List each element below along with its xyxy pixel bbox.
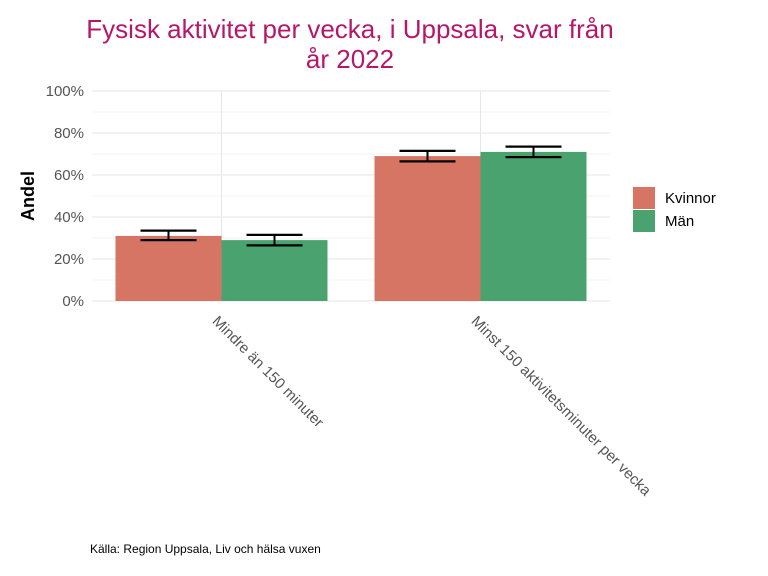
y-axis: 0% 20% 40% 60% 80% 100%	[46, 83, 84, 310]
y-tick-label: 100%	[46, 83, 84, 100]
bars	[115, 151, 587, 301]
chart-title-line-2: år 2022	[306, 44, 394, 74]
legend-label-kvinnor: Kvinnor	[665, 190, 716, 207]
legend-swatch-man	[633, 210, 655, 232]
y-tick-label: 0%	[62, 293, 84, 310]
y-tick-label: 20%	[54, 251, 84, 268]
y-tick-label: 80%	[54, 125, 84, 142]
y-tick-label: 60%	[54, 167, 84, 184]
y-axis-label: Andel	[18, 171, 38, 221]
x-axis: Mindre än 150 minuter Minst 150 aktivitet…	[209, 313, 655, 500]
x-tick-label: Minst 150 aktivitetsminuter per vecka	[468, 313, 655, 500]
legend-swatch-kvinnor	[633, 187, 655, 209]
legend: Kvinnor Män	[633, 187, 716, 232]
bar	[374, 156, 481, 301]
source-caption: Källa: Region Uppsala, Liv och hälsa vux…	[90, 542, 321, 556]
legend-label-man: Män	[665, 213, 694, 230]
chart-title-line-1: Fysisk aktivitet per vecka, i Uppsala, s…	[86, 14, 613, 44]
bar	[221, 240, 328, 301]
x-tick-label: Mindre än 150 minuter	[209, 313, 327, 431]
y-tick-label: 40%	[54, 209, 84, 226]
error-bars	[140, 145, 562, 247]
bar	[480, 151, 587, 301]
bar	[115, 235, 222, 301]
